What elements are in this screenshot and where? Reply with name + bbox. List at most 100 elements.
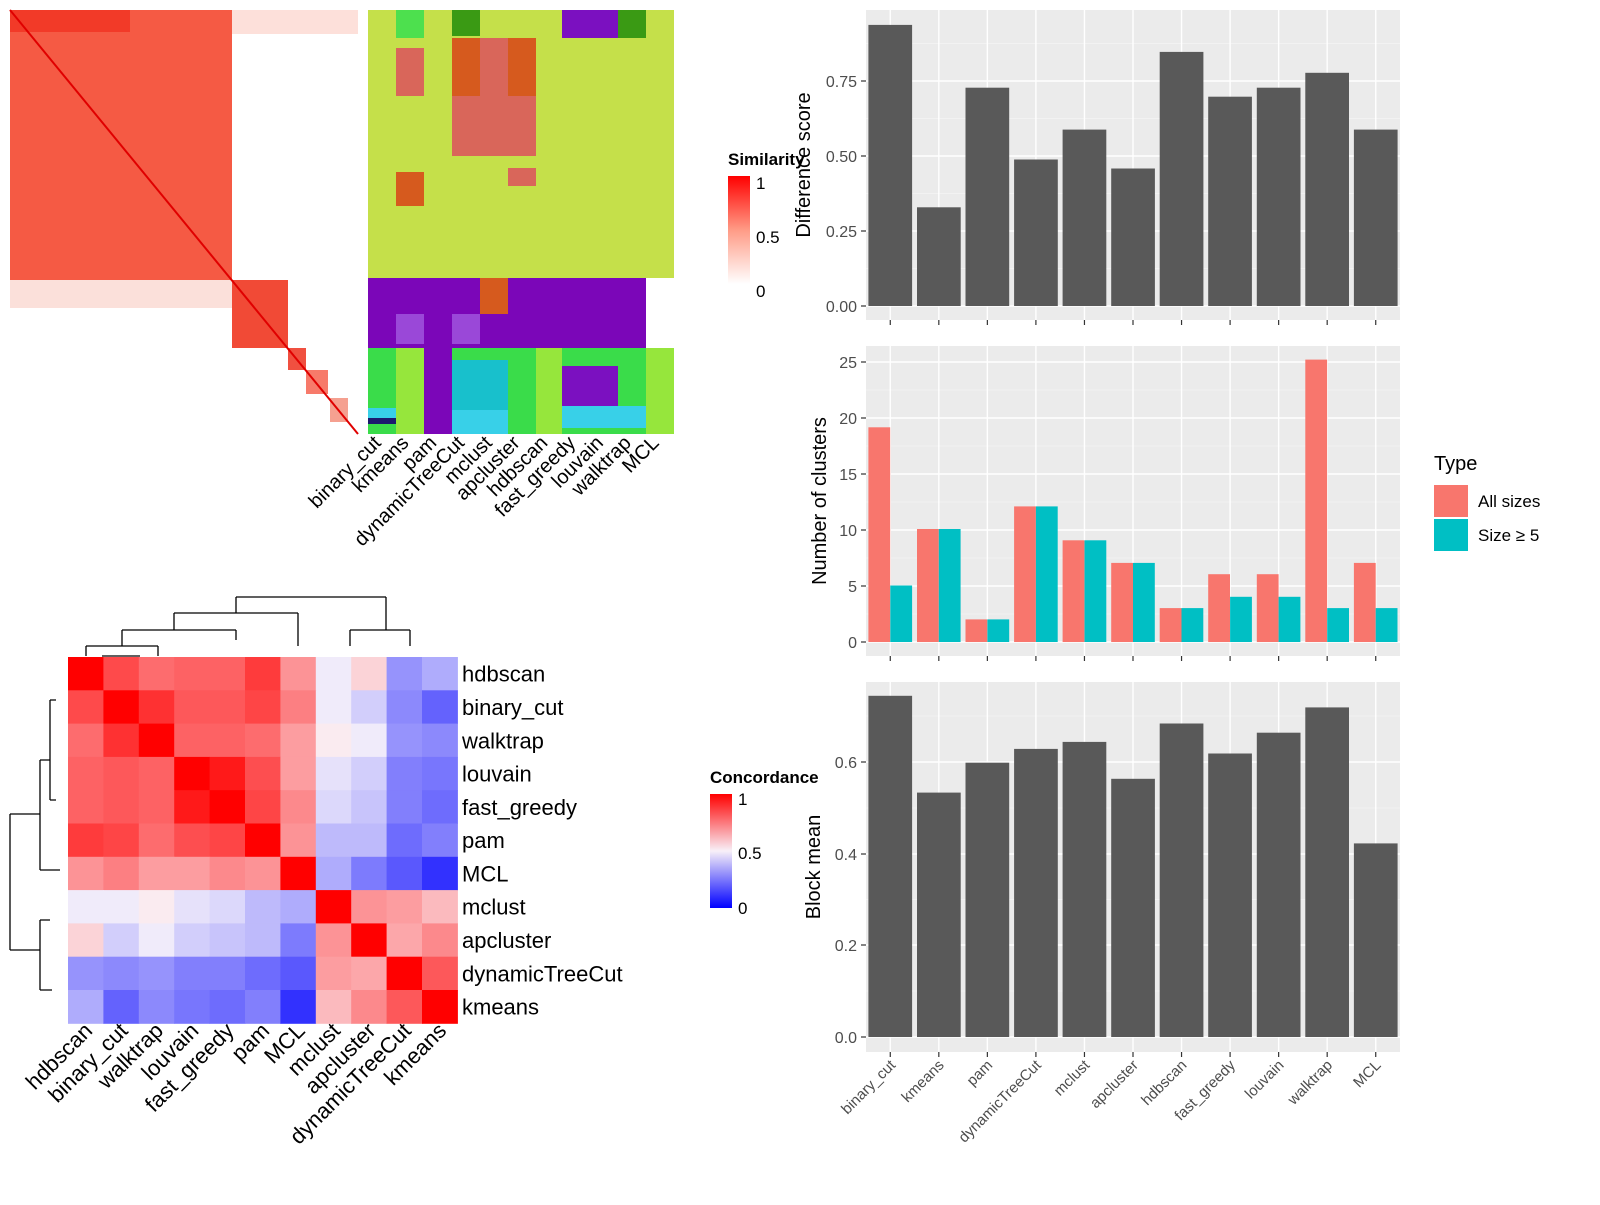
- concordance-cell: [422, 657, 458, 691]
- y-tick-label: 25: [839, 355, 857, 372]
- y-tick-label: 0.25: [826, 224, 857, 241]
- concordance-row-label: louvain: [462, 762, 532, 787]
- concordance-cell: [103, 856, 140, 891]
- concordance-cell: [315, 923, 352, 958]
- membership-cell: [562, 406, 646, 428]
- concordance-cell: [280, 956, 317, 991]
- legend-label-size-5: Size ≥ 5: [1478, 526, 1539, 545]
- membership-cell: [396, 10, 424, 38]
- concordance-cell: [138, 856, 175, 891]
- concordance-cell: [422, 790, 458, 824]
- concordance-cell: [351, 890, 388, 924]
- column-dendrogram: [85, 596, 411, 657]
- concordance-cell: [103, 923, 140, 958]
- concordance-cell: [174, 856, 211, 891]
- concordance-cell: [209, 823, 246, 858]
- concordance-cell: [138, 923, 175, 958]
- concordance-cell: [138, 723, 175, 758]
- concordance-cell: [245, 856, 281, 891]
- bar: [1353, 562, 1376, 642]
- concordance-cell: [209, 657, 246, 691]
- bar: [1133, 562, 1155, 642]
- membership-cell: [508, 38, 536, 96]
- concordance-row-label: binary_cut: [462, 695, 564, 720]
- difference-score-chart: 0.00 0.25 0.50 0.75 Difference score: [793, 10, 1400, 325]
- similarity-subblock: [10, 10, 130, 32]
- concordance-cell: [386, 790, 423, 824]
- concordance-legend-title: Concordance: [710, 768, 819, 787]
- concordance-cell: [174, 690, 211, 725]
- y-tick-label: 0.2: [835, 938, 857, 955]
- concordance-cell: [422, 823, 458, 858]
- concordance-cell: [103, 790, 140, 824]
- concordance-cell: [422, 923, 458, 958]
- bar: [1256, 732, 1301, 1037]
- legend-label-all-sizes: All sizes: [1478, 492, 1540, 511]
- concordance-cell: [351, 657, 388, 691]
- concordance-cell: [351, 956, 388, 991]
- membership-cell: [508, 168, 536, 186]
- type-legend-title: Type: [1434, 453, 1477, 475]
- concordance-cell: [245, 756, 281, 791]
- bar: [1084, 540, 1107, 642]
- y-tick-label: 15: [839, 467, 857, 484]
- concordance-cell: [103, 657, 140, 691]
- concordance-cell: [68, 923, 104, 958]
- concordance-cell: [351, 990, 388, 1024]
- bar: [1159, 608, 1182, 642]
- bar: [1062, 129, 1107, 306]
- concordance-cell: [68, 723, 104, 758]
- x-tick-label: walktrap: [1284, 1057, 1336, 1109]
- similarity-heatmap: [9, 9, 359, 435]
- concordance-legend-bar: [710, 794, 732, 908]
- concordance-cell: [280, 990, 317, 1024]
- concordance-cell: [209, 856, 246, 891]
- concordance-cell: [386, 890, 423, 924]
- bar: [965, 762, 1010, 1037]
- bar: [1062, 741, 1107, 1037]
- concordance-cell: [245, 790, 281, 824]
- bar: [868, 427, 891, 642]
- y-tick-label: 5: [848, 579, 857, 596]
- concordance-cell: [386, 657, 423, 691]
- concordance-cell: [209, 756, 246, 791]
- concordance-cell: [280, 657, 317, 691]
- concordance-cell: [280, 890, 317, 924]
- concordance-cell: [280, 690, 317, 725]
- concordance-heatmap: [68, 657, 458, 1024]
- bar: [917, 207, 961, 306]
- y-axis-label: Number of clusters: [809, 417, 831, 585]
- bar: [1208, 753, 1252, 1037]
- y-tick-label: 10: [839, 523, 857, 540]
- bar: [1230, 596, 1252, 642]
- concordance-cell: [68, 790, 104, 824]
- concordance-row-label: pam: [462, 828, 505, 853]
- concordance-cell: [138, 823, 175, 858]
- similarity-legend-bar: [728, 176, 750, 284]
- x-tick-label: louvain: [1242, 1057, 1288, 1103]
- concordance-cell: [280, 923, 317, 958]
- y-tick-label: 0.50: [826, 149, 857, 166]
- concordance-cell: [386, 956, 423, 991]
- concordance-cell: [68, 657, 104, 691]
- concordance-cell: [174, 923, 211, 958]
- bar: [1305, 707, 1349, 1037]
- membership-cell: [480, 278, 508, 314]
- concordance-cell: [386, 856, 423, 891]
- concordance-cell: [103, 990, 140, 1024]
- membership-cell: [452, 410, 508, 434]
- concordance-cell: [245, 690, 281, 725]
- bar: [1208, 574, 1230, 642]
- concordance-cell: [209, 890, 246, 924]
- membership-cell: [396, 314, 424, 344]
- concordance-cell: [422, 690, 458, 725]
- bar: [965, 87, 1010, 306]
- concordance-cell: [245, 923, 281, 958]
- concordance-cell: [68, 756, 104, 791]
- y-tick-label: 0.4: [835, 847, 857, 864]
- concordance-cell: [245, 723, 281, 758]
- concordance-cell: [174, 890, 211, 924]
- concordance-cell: [68, 823, 104, 858]
- concordance-cell: [174, 723, 211, 758]
